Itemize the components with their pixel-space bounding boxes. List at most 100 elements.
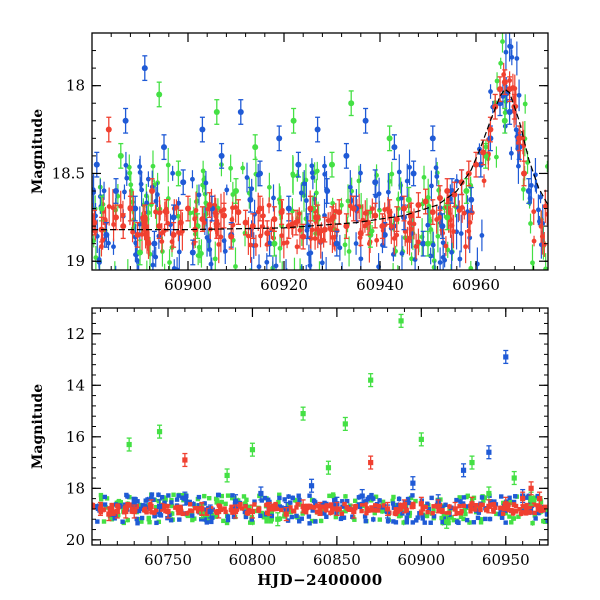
data-point-red [379, 223, 386, 230]
point-blue [203, 180, 209, 186]
point-blue [528, 182, 534, 188]
point-blue [430, 242, 436, 248]
point-red [236, 504, 242, 509]
point-blue [176, 200, 182, 206]
point-red [372, 503, 378, 508]
point-blue [139, 187, 145, 193]
data-point-red [321, 226, 328, 233]
data-point-red [393, 216, 400, 223]
point-blue [284, 271, 289, 276]
point-red [318, 238, 324, 244]
point-blue [533, 516, 538, 521]
point-red [500, 511, 506, 516]
point-blue [420, 516, 425, 521]
point-blue [428, 520, 433, 525]
point-blue [138, 506, 143, 512]
data-point-blue [314, 126, 321, 133]
data-point-red [536, 496, 543, 502]
y-tick-label: 18 [66, 77, 85, 95]
point-blue [513, 494, 518, 499]
data-point-blue [189, 249, 196, 256]
point-blue [442, 257, 448, 263]
data-point-red [163, 209, 170, 216]
point-green [219, 499, 224, 505]
point-red [524, 510, 529, 516]
point-green [223, 501, 228, 507]
point-green [446, 516, 451, 522]
data-point-blue [295, 161, 302, 168]
point-blue [230, 493, 235, 498]
point-red [273, 501, 278, 507]
point-blue [134, 516, 139, 522]
point-blue [199, 517, 204, 522]
point-blue [262, 495, 268, 501]
point-green [250, 520, 255, 525]
point-red [266, 202, 272, 208]
point-blue [113, 271, 118, 276]
point-blue [277, 495, 282, 501]
data-point-blue [131, 501, 137, 507]
point-red [294, 244, 300, 250]
point-green [156, 519, 162, 525]
point-green [408, 495, 414, 501]
point-blue [135, 521, 140, 526]
point-red [195, 509, 201, 514]
data-point-red [435, 503, 441, 509]
point-red [531, 209, 537, 215]
point-red [229, 504, 234, 510]
plot-frame-top [91, 32, 549, 271]
point-blue [390, 252, 396, 257]
point-red [175, 504, 180, 510]
point-red [253, 242, 259, 248]
point-red [124, 505, 129, 511]
point-blue [509, 54, 515, 60]
data-point-red [105, 126, 112, 133]
point-red [375, 508, 381, 513]
point-red [511, 502, 517, 508]
point-blue [514, 56, 520, 61]
point-red [153, 209, 158, 215]
point-red [158, 507, 164, 512]
point-red [364, 506, 370, 511]
point-blue [296, 493, 301, 498]
data-point-green [233, 188, 239, 194]
data-point-blue [122, 117, 129, 124]
point-blue [271, 195, 276, 201]
data-point-green [126, 441, 132, 448]
data-point-blue [113, 188, 119, 194]
point-blue [391, 519, 396, 524]
point-blue [249, 517, 255, 522]
point-red [178, 508, 184, 513]
data-point-blue [308, 483, 315, 489]
point-blue [432, 274, 437, 279]
point-red [458, 511, 464, 516]
data-point-red [148, 503, 154, 509]
data-point-red [317, 506, 323, 512]
point-red [107, 506, 112, 511]
point-green [433, 276, 438, 281]
y-tick-label: 18.5 [52, 164, 85, 182]
point-red [216, 242, 222, 247]
point-blue [136, 275, 141, 280]
point-green [421, 174, 427, 180]
data-point-red [418, 501, 424, 507]
point-green [247, 504, 252, 509]
point-red [461, 210, 467, 216]
point-blue [244, 175, 250, 180]
data-point-red [177, 219, 184, 226]
data-point-red [170, 231, 177, 238]
point-blue [404, 515, 410, 520]
point-red [538, 505, 543, 511]
point-red [531, 238, 537, 244]
point-blue [479, 495, 485, 500]
point-red [420, 505, 425, 511]
point-green [377, 517, 383, 522]
point-red [473, 507, 478, 512]
data-point-red [497, 86, 503, 93]
data-point-red [329, 216, 335, 223]
data-point-red [141, 214, 148, 221]
point-red [329, 510, 335, 515]
point-green [342, 242, 348, 248]
point-green [199, 251, 204, 256]
data-point-green [444, 519, 450, 525]
